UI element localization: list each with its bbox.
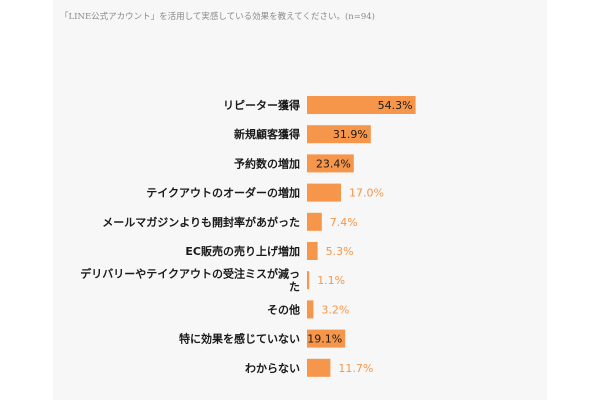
category-label: デリバリーやテイクアウトの受注ミスが減った	[80, 267, 300, 294]
bar	[307, 242, 318, 260]
chart-title: 「LINE公式アカウント」を活用して実感している効果を教えてください。(n=94…	[60, 12, 376, 22]
category-label: わからない	[245, 362, 300, 375]
value-label: 17.0%	[349, 187, 384, 200]
bar	[307, 154, 354, 173]
value-label: 3.2%	[321, 303, 349, 316]
category-label: リピーター獲得	[223, 98, 300, 112]
bar	[307, 329, 346, 348]
value-label: 1.1%	[317, 274, 345, 287]
bar	[307, 125, 371, 144]
category-label: テイクアウトのオーダーの増加	[146, 186, 300, 200]
category-label: 予約数の増加	[234, 156, 300, 170]
bar	[307, 183, 341, 202]
value-label: 31.9%	[333, 128, 368, 141]
value-label: 54.3%	[378, 99, 413, 112]
value-label: 7.4%	[330, 216, 358, 229]
bar	[307, 358, 331, 377]
value-label: 11.7%	[338, 362, 373, 375]
value-label: 5.3%	[326, 245, 354, 258]
category-label: 特に効果を感じていない	[179, 332, 300, 346]
category-label: その他	[267, 302, 300, 316]
bar	[307, 96, 416, 114]
category-label: メールマガジンよりも開封率があがった	[102, 215, 300, 229]
bar	[307, 271, 310, 290]
value-label: 23.4%	[316, 157, 351, 170]
bar	[307, 212, 322, 231]
value-label: 19.1%	[307, 333, 342, 346]
category-label: 新規顧客獲得	[234, 127, 300, 141]
chart-card	[53, 0, 547, 400]
category-label: EC販売の売り上げ増加	[185, 244, 300, 258]
bar	[307, 300, 314, 319]
